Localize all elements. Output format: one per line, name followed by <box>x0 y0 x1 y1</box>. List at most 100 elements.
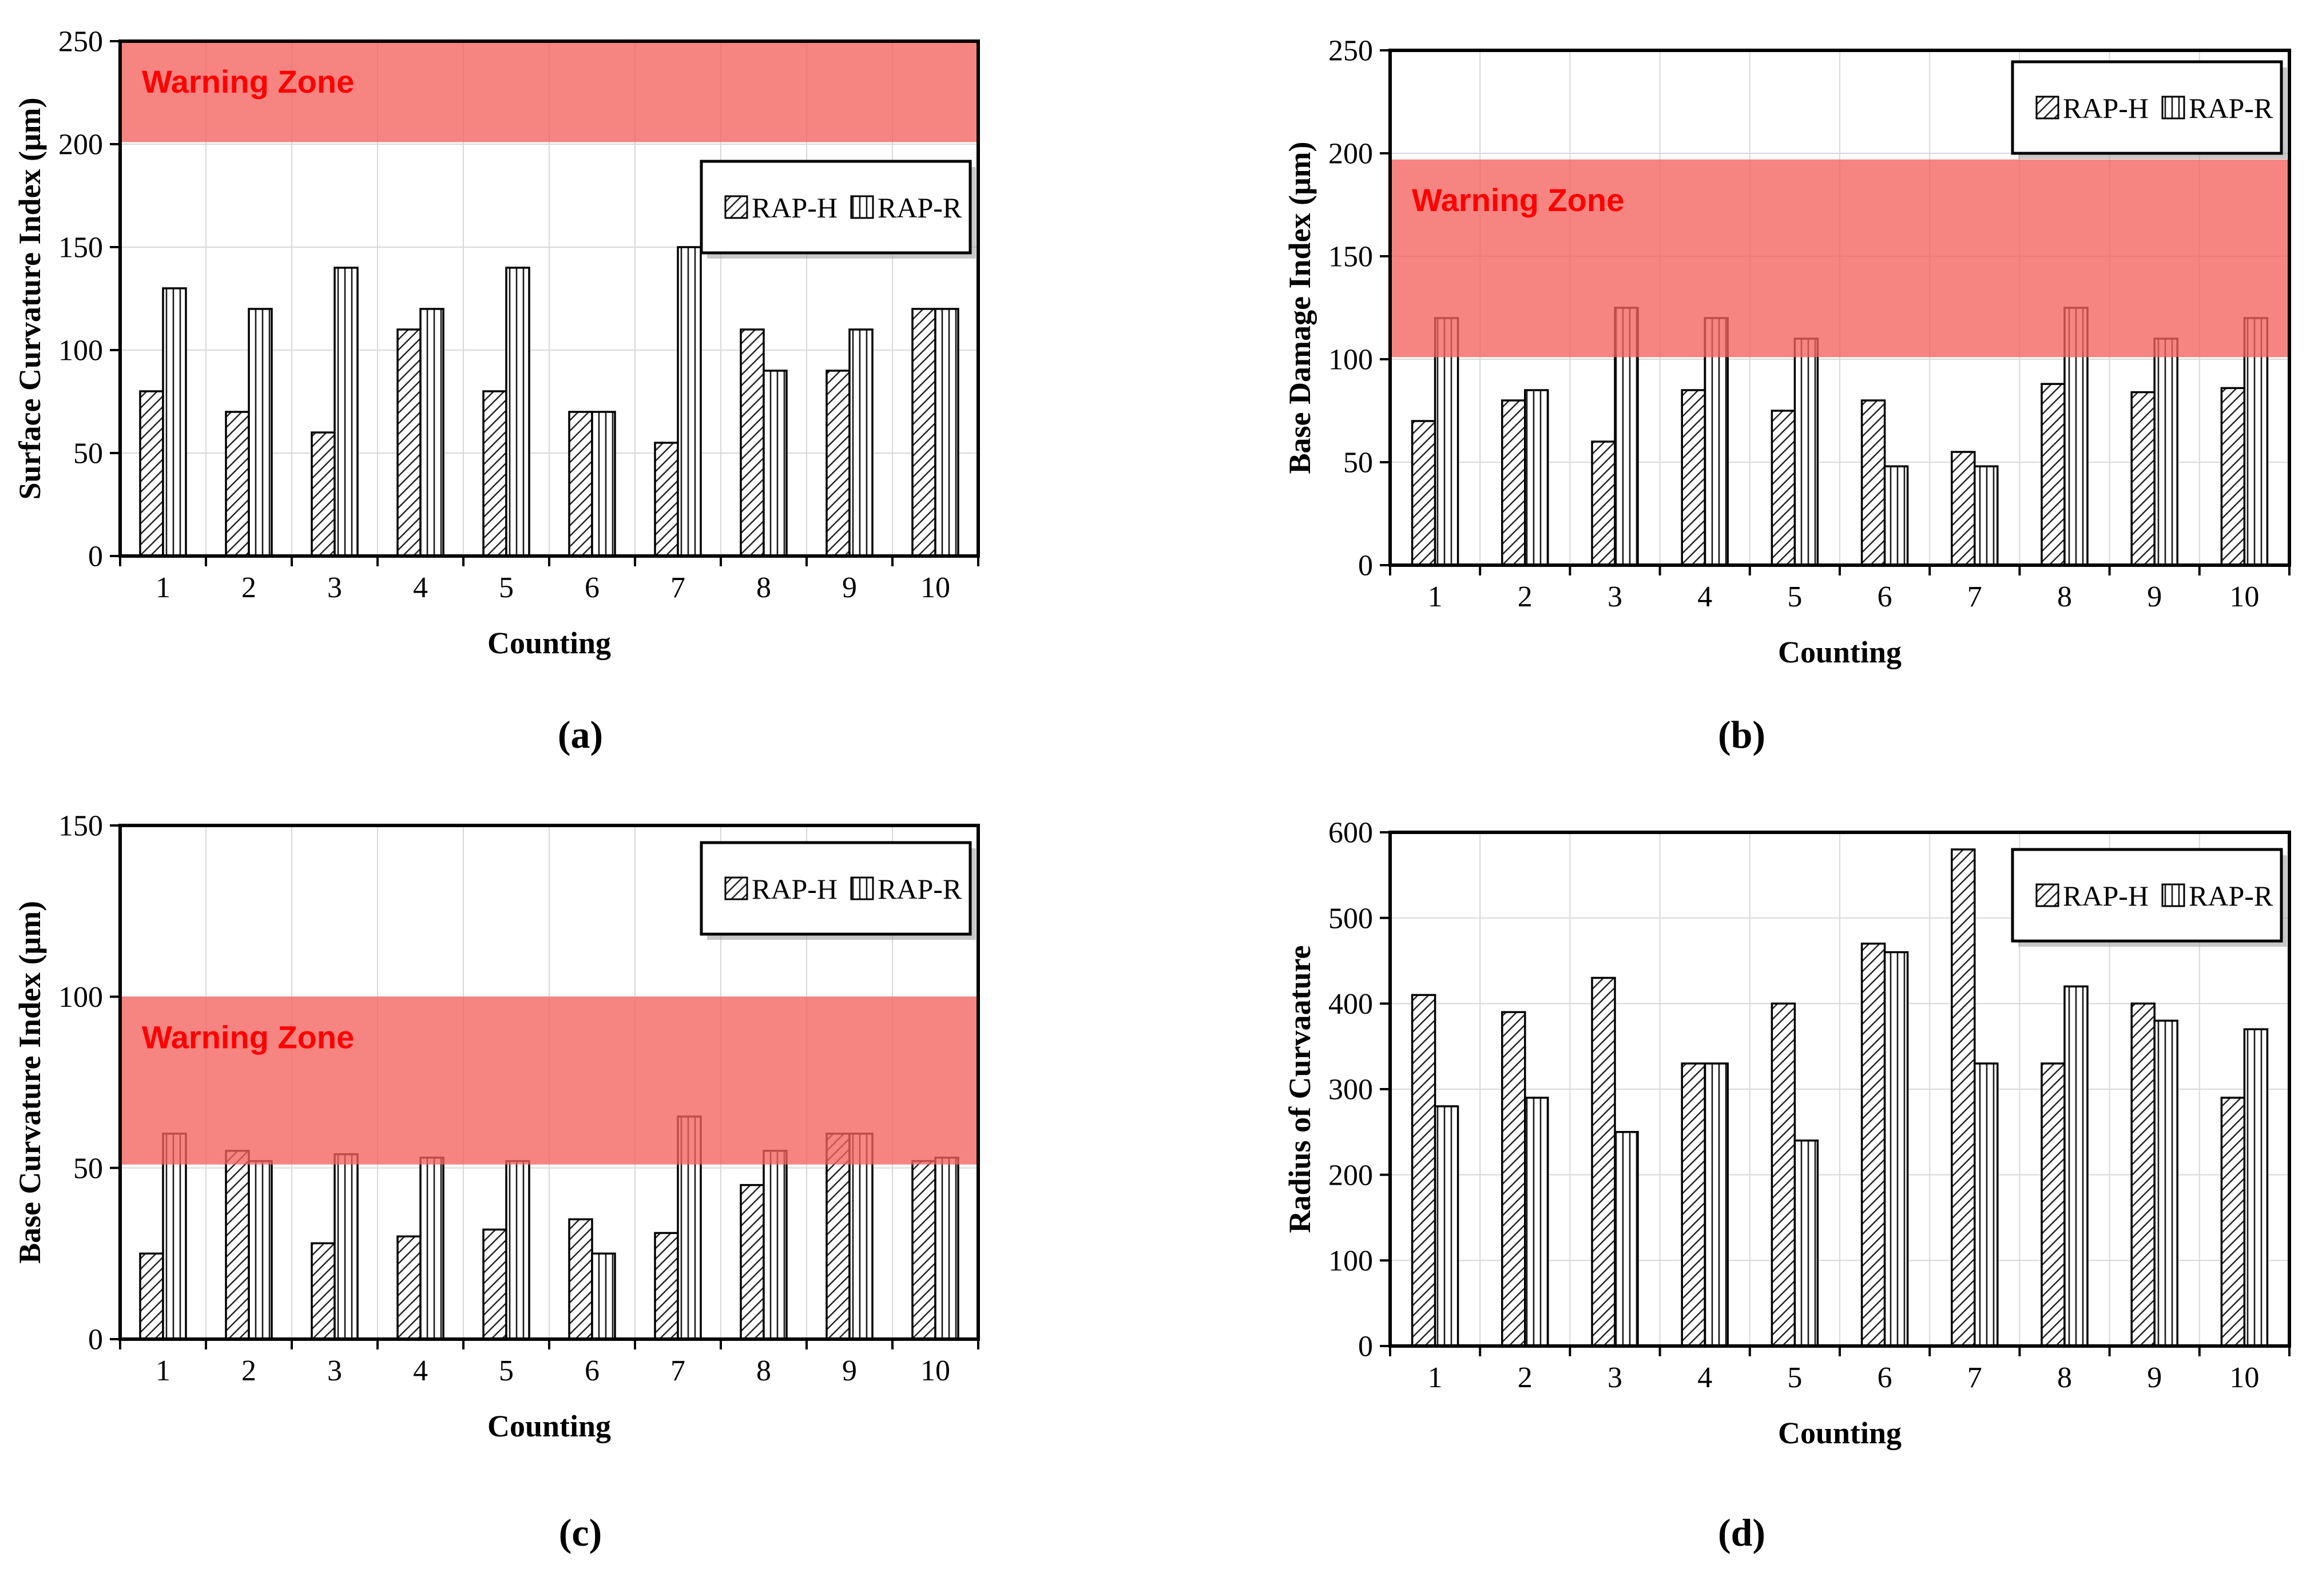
bar-rap-r-5 <box>505 1160 530 1340</box>
bar-rap-r-9 <box>2153 1019 2178 1347</box>
legend-swatch-rap-r <box>850 876 874 900</box>
bar-rap-r-9 <box>2153 338 2178 566</box>
x-axis-title: Counting <box>1778 1416 1902 1450</box>
warning-zone-label: Warning Zone <box>142 1019 354 1055</box>
legend-swatch-rap-r <box>850 195 874 219</box>
bar-rap-r-3 <box>334 1153 359 1340</box>
bar-rap-r-7 <box>1974 465 1999 566</box>
bar-rap-h-7 <box>1951 848 1976 1347</box>
legend-label-rap-r: RAP-R <box>2189 92 2273 124</box>
bar-rap-r-2 <box>1524 389 1549 566</box>
bar-rap-h-8 <box>2041 383 2066 566</box>
panel-c: Warning Zone 0 50 100 150 1 2 3 4 5 6 7 8 9 10 Counting… <box>0 798 1161 1596</box>
x-tick-label: 9 <box>2147 1361 2162 1394</box>
chart-a-surface-curvature-index: Warning Zone 0 50 100 150 200 250 1 2 3 4 5 6 7 8 9 10 Co… <box>0 0 1161 715</box>
warning-zone <box>120 996 978 1165</box>
x-tick-label: 3 <box>327 571 342 604</box>
x-tick-label: 1 <box>156 571 170 604</box>
y-tick-label: 250 <box>58 26 103 58</box>
y-tick-label: 100 <box>58 335 103 367</box>
x-tick-label: 6 <box>1878 581 1892 613</box>
bar-rap-h-9 <box>2130 391 2156 566</box>
y-tick-label: 0 <box>88 1324 103 1356</box>
x-tick-label: 10 <box>920 571 950 604</box>
caption-c: (c) <box>558 1511 602 1554</box>
bar-rap-r-6 <box>1883 465 1909 566</box>
y-tick-label: 300 <box>1328 1074 1373 1106</box>
bar-rap-h-2 <box>1501 399 1526 566</box>
legend-swatch-rap-h <box>724 876 748 900</box>
y-axis-title: Base Damage Index (μm) <box>1283 141 1317 474</box>
x-tick-label: 8 <box>2057 1361 2072 1394</box>
caption-b: (b) <box>1717 713 1766 756</box>
chart-svg-b: Warning Zone 0 50 100 150 200 250 1 2 3 4 5 6 7 8 9 10 Co… <box>1283 35 2291 669</box>
bar-rap-h-3 <box>1591 440 1616 566</box>
bar-rap-h-9 <box>825 1133 851 1340</box>
x-tick-label: 2 <box>241 1355 256 1387</box>
x-tick-label: 10 <box>920 1355 950 1387</box>
bar-rap-r-2 <box>248 308 273 557</box>
y-tick-label: 50 <box>1343 447 1373 479</box>
bar-rap-r-4 <box>1704 1062 1729 1347</box>
y-tick-label: 250 <box>1328 35 1373 68</box>
bar-rap-h-8 <box>740 328 765 557</box>
bar-rap-h-5 <box>1771 1002 1796 1347</box>
bar-rap-h-10 <box>2220 387 2246 566</box>
bar-rap-h-10 <box>911 1160 936 1340</box>
bar-rap-h-5 <box>1771 410 1796 566</box>
x-tick-label: 2 <box>241 571 256 604</box>
x-tick-label: 2 <box>1518 581 1533 613</box>
bar-rap-h-4 <box>1681 389 1706 566</box>
bar-rap-r-6 <box>591 1252 616 1340</box>
x-tick-label: 4 <box>413 1355 428 1387</box>
x-tick-label: 2 <box>1518 1361 1533 1394</box>
x-tick-label: 1 <box>1428 581 1443 613</box>
chart-b-base-damage-index: Warning Zone 0 50 100 150 200 250 1 2 3 4 5 6 7 8 9 10 Co… <box>1161 0 2322 715</box>
y-tick-label: 150 <box>58 810 103 843</box>
panel-b: Warning Zone 0 50 100 150 200 250 1 2 3 4 5 6 7 8 9 10 Co… <box>1161 0 2322 798</box>
bar-rap-r-7 <box>677 246 702 557</box>
chart-svg-a: Warning Zone 0 50 100 150 200 250 1 2 3 4 5 6 7 8 9 10 Co… <box>13 26 980 660</box>
bar-rap-r-6 <box>591 411 616 557</box>
bar-rap-h-4 <box>1681 1062 1706 1347</box>
y-tick-label: 500 <box>1328 902 1373 935</box>
bar-rap-r-4 <box>1704 317 1729 566</box>
legend-label-rap-h: RAP-H <box>752 192 837 224</box>
x-tick-label: 1 <box>1428 1361 1443 1394</box>
panel-a: Warning Zone 0 50 100 150 200 250 1 2 3 4 5 6 7 8 9 10 Co… <box>0 0 1161 798</box>
y-tick-label: 0 <box>1358 550 1373 582</box>
x-axis-title: Counting <box>487 626 611 660</box>
bar-rap-r-3 <box>1614 1131 1639 1347</box>
x-tick-label: 10 <box>2229 1361 2259 1394</box>
bar-rap-h-6 <box>1860 399 1886 566</box>
x-tick-label: 4 <box>1697 581 1712 613</box>
y-tick-label: 600 <box>1328 817 1373 849</box>
bar-rap-h-1 <box>1411 994 1436 1347</box>
legend-swatch-rap-r <box>2161 96 2185 120</box>
legend-label-rap-r: RAP-R <box>2189 880 2273 912</box>
bar-rap-h-9 <box>825 370 851 557</box>
x-tick-label: 6 <box>1878 1361 1892 1394</box>
y-tick-label: 150 <box>58 232 103 264</box>
bar-rap-h-2 <box>225 411 250 557</box>
bar-rap-h-7 <box>654 442 679 557</box>
legend-swatch-rap-h <box>2035 883 2059 907</box>
x-tick-label: 9 <box>842 571 857 604</box>
caption-d: (d) <box>1717 1511 1766 1554</box>
bar-rap-r-5 <box>505 267 530 557</box>
warning-zone <box>1390 159 2289 358</box>
bar-rap-r-4 <box>419 308 444 557</box>
x-tick-label: 5 <box>1787 581 1802 613</box>
bar-rap-r-6 <box>1883 951 1909 1347</box>
bar-rap-r-5 <box>1793 338 1819 566</box>
x-tick-label: 7 <box>670 571 685 604</box>
x-tick-label: 3 <box>1607 581 1622 613</box>
x-tick-label: 6 <box>585 571 600 604</box>
y-axis-title: Radius of Curvaature <box>1283 945 1317 1233</box>
y-axis-title: Surface Curvature Index (μm) <box>13 97 47 499</box>
bar-rap-r-10 <box>2243 317 2269 566</box>
x-axis-title: Counting <box>487 1409 611 1443</box>
bar-rap-r-8 <box>763 370 788 557</box>
y-tick-label: 100 <box>58 981 103 1014</box>
